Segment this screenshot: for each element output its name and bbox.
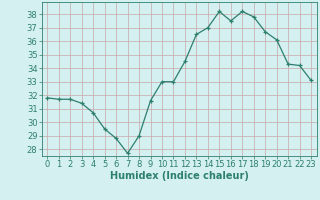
- X-axis label: Humidex (Indice chaleur): Humidex (Indice chaleur): [110, 171, 249, 181]
